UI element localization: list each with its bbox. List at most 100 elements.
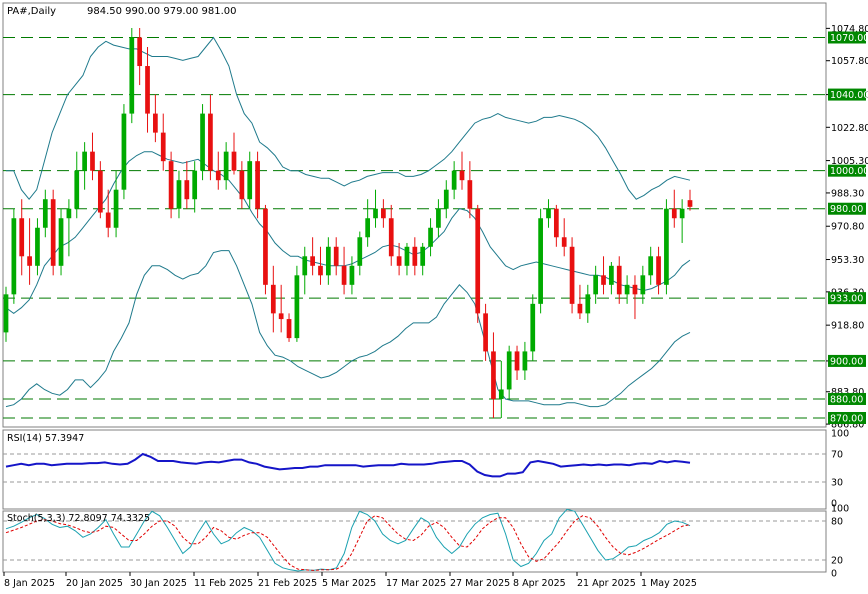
candle xyxy=(428,218,433,257)
candle-body xyxy=(176,180,182,209)
level-label-text: 1070.00 xyxy=(830,33,868,44)
candle-body xyxy=(255,161,260,209)
candle xyxy=(82,142,87,190)
candle xyxy=(66,199,72,257)
candle-body xyxy=(137,37,143,67)
candle xyxy=(349,256,355,295)
candle-body xyxy=(200,113,205,171)
candle xyxy=(50,189,56,276)
stoch-signal-line xyxy=(5,515,691,571)
candle-body xyxy=(381,208,386,219)
candle xyxy=(27,218,32,285)
candle xyxy=(640,265,646,304)
level-label-text: 1000.00 xyxy=(830,166,868,177)
candle-body xyxy=(325,246,331,276)
candle xyxy=(451,161,457,200)
candle xyxy=(679,199,685,243)
candle-body xyxy=(404,246,410,266)
price-tick-label: 1005.30 xyxy=(831,156,868,167)
candle-body xyxy=(113,189,119,228)
candle xyxy=(223,142,229,190)
level-label-text: 1040.00 xyxy=(830,90,868,101)
candle-body xyxy=(483,313,488,352)
candle xyxy=(35,218,40,276)
rsi-tick-label: 100 xyxy=(831,429,849,440)
date-label: 17 Mar 2025 xyxy=(386,578,446,589)
level-label-text: 933.00 xyxy=(830,294,863,305)
rsi-tick-label: 30 xyxy=(831,478,843,489)
level-label-text: 900.00 xyxy=(830,356,863,367)
level-label: 933.00 xyxy=(828,292,866,305)
candle xyxy=(522,341,528,380)
candle xyxy=(42,189,48,238)
candle xyxy=(310,237,315,276)
candle-body xyxy=(420,246,426,266)
candle xyxy=(208,94,213,181)
price-tick-label: 1022.80 xyxy=(831,123,868,134)
candle xyxy=(325,237,331,285)
candle-body xyxy=(443,189,449,209)
candle-body xyxy=(577,303,583,314)
candle-body xyxy=(121,113,127,190)
level-label-box xyxy=(828,392,866,405)
candle xyxy=(420,242,426,276)
level-label-box xyxy=(828,31,866,44)
rsi-plot xyxy=(3,452,826,483)
level-label-text: 980.00 xyxy=(830,204,863,215)
candle-body xyxy=(459,170,465,181)
candle xyxy=(538,208,543,314)
candle xyxy=(514,345,520,380)
candle-body xyxy=(491,351,496,399)
candle xyxy=(231,132,237,175)
candle-body xyxy=(310,256,315,266)
candle-body xyxy=(388,218,394,257)
price-panel[interactable] xyxy=(2,2,827,428)
date-label: 20 Jan 2025 xyxy=(66,578,123,589)
stoch-tick-label: 100 xyxy=(831,504,849,515)
candle-body xyxy=(58,218,64,266)
candle-body xyxy=(278,313,284,320)
candle-body xyxy=(145,66,150,114)
candle-body xyxy=(302,256,308,276)
candle-body xyxy=(168,161,174,209)
candle-body xyxy=(215,170,221,181)
candle xyxy=(404,242,410,276)
candle-body xyxy=(593,275,599,295)
candle-body xyxy=(671,208,677,219)
candle xyxy=(278,284,284,333)
level-label: 900.00 xyxy=(828,354,866,367)
price-plot xyxy=(3,27,826,419)
level-label-box xyxy=(828,292,866,305)
bollinger-lower-line xyxy=(5,250,691,408)
stoch-panel[interactable] xyxy=(2,510,827,573)
candle-body xyxy=(341,265,347,285)
candle xyxy=(19,199,25,276)
candle-body xyxy=(616,265,622,295)
candle xyxy=(341,246,347,295)
candle-body xyxy=(475,208,481,314)
candle xyxy=(365,199,371,247)
candle xyxy=(215,151,221,190)
candle-body xyxy=(208,113,213,171)
rsi-panel[interactable] xyxy=(2,429,827,510)
price-tick-label: 883.80 xyxy=(831,387,864,398)
level-label-text: 880.00 xyxy=(830,394,863,405)
date-label: 21 Apr 2025 xyxy=(577,578,636,589)
candle xyxy=(113,170,119,238)
candle-body xyxy=(192,170,198,200)
candle-body xyxy=(11,218,17,295)
candle-body xyxy=(601,275,606,285)
candle-body xyxy=(129,37,135,114)
candle xyxy=(200,104,205,181)
candle-body xyxy=(498,389,504,399)
candle-body xyxy=(74,170,80,209)
candle-body xyxy=(294,275,300,339)
stoch-tick-label: 0 xyxy=(831,569,837,580)
candle xyxy=(294,265,300,342)
candle xyxy=(436,199,441,238)
candle xyxy=(302,246,308,295)
candle-body xyxy=(561,237,567,247)
date-label: 21 Feb 2025 xyxy=(258,578,317,589)
candle-body xyxy=(19,218,25,257)
